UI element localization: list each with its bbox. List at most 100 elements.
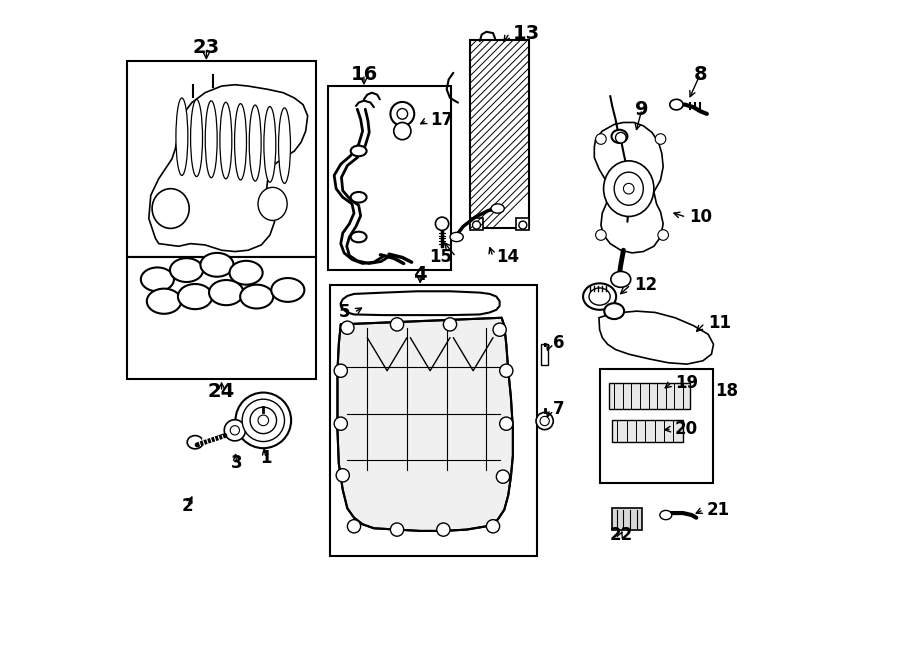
- Ellipse shape: [624, 183, 634, 194]
- Ellipse shape: [616, 132, 626, 143]
- Ellipse shape: [450, 232, 464, 242]
- Ellipse shape: [240, 285, 274, 308]
- Ellipse shape: [604, 303, 624, 319]
- Ellipse shape: [518, 221, 526, 229]
- Text: 14: 14: [496, 248, 519, 266]
- Bar: [612, 508, 642, 530]
- Text: 22: 22: [609, 526, 633, 544]
- Bar: [328, 86, 451, 270]
- Ellipse shape: [230, 261, 263, 285]
- Ellipse shape: [258, 415, 268, 426]
- Ellipse shape: [589, 288, 610, 305]
- Text: 24: 24: [208, 383, 235, 401]
- Polygon shape: [594, 122, 663, 253]
- Ellipse shape: [230, 426, 239, 435]
- Ellipse shape: [393, 122, 411, 140]
- Polygon shape: [148, 85, 308, 252]
- Bar: [329, 285, 537, 556]
- Bar: [612, 420, 683, 442]
- Text: 15: 15: [429, 248, 453, 266]
- Ellipse shape: [351, 192, 366, 203]
- Ellipse shape: [278, 108, 291, 183]
- Ellipse shape: [152, 189, 189, 228]
- Text: 7: 7: [554, 400, 565, 418]
- Ellipse shape: [249, 105, 261, 181]
- Ellipse shape: [540, 416, 549, 426]
- Ellipse shape: [391, 318, 404, 331]
- Ellipse shape: [209, 280, 244, 305]
- Ellipse shape: [205, 101, 217, 177]
- Text: 17: 17: [430, 111, 454, 130]
- Ellipse shape: [655, 134, 666, 144]
- Ellipse shape: [496, 470, 509, 483]
- Text: 8: 8: [693, 65, 707, 83]
- Ellipse shape: [670, 99, 683, 110]
- Text: 18: 18: [715, 381, 738, 400]
- Text: 10: 10: [689, 208, 713, 226]
- Ellipse shape: [351, 146, 366, 156]
- Bar: [599, 369, 714, 483]
- Ellipse shape: [596, 230, 607, 240]
- Ellipse shape: [604, 161, 654, 216]
- Bar: [127, 257, 316, 379]
- Ellipse shape: [334, 417, 347, 430]
- Ellipse shape: [583, 283, 617, 310]
- Ellipse shape: [140, 267, 174, 291]
- Bar: [127, 61, 316, 257]
- Ellipse shape: [236, 393, 291, 448]
- Bar: [542, 344, 548, 365]
- Text: 1: 1: [260, 449, 272, 467]
- Ellipse shape: [258, 187, 287, 220]
- Ellipse shape: [271, 278, 304, 302]
- Text: 21: 21: [706, 500, 730, 519]
- Ellipse shape: [391, 523, 404, 536]
- Polygon shape: [338, 318, 513, 531]
- Ellipse shape: [264, 107, 275, 182]
- Ellipse shape: [436, 217, 449, 230]
- Bar: [470, 40, 529, 228]
- Ellipse shape: [351, 232, 366, 242]
- Ellipse shape: [444, 318, 456, 331]
- Ellipse shape: [611, 130, 627, 143]
- Ellipse shape: [235, 104, 247, 180]
- Ellipse shape: [220, 102, 232, 179]
- Ellipse shape: [493, 323, 507, 336]
- Ellipse shape: [614, 172, 644, 205]
- Text: 6: 6: [554, 334, 565, 352]
- Text: 2: 2: [182, 497, 193, 516]
- Ellipse shape: [224, 420, 246, 441]
- Ellipse shape: [191, 99, 202, 177]
- Ellipse shape: [491, 204, 504, 213]
- Ellipse shape: [178, 284, 212, 309]
- Ellipse shape: [250, 407, 276, 434]
- Ellipse shape: [336, 469, 349, 482]
- Ellipse shape: [347, 520, 361, 533]
- Ellipse shape: [500, 417, 513, 430]
- Ellipse shape: [536, 412, 554, 430]
- Ellipse shape: [397, 109, 408, 119]
- Text: 23: 23: [193, 38, 220, 57]
- Bar: [470, 218, 483, 230]
- Text: 13: 13: [513, 24, 540, 42]
- Ellipse shape: [500, 364, 513, 377]
- Text: 9: 9: [635, 100, 649, 118]
- Text: 4: 4: [413, 265, 427, 284]
- Text: 12: 12: [634, 275, 657, 294]
- Ellipse shape: [334, 364, 347, 377]
- Ellipse shape: [486, 520, 500, 533]
- Ellipse shape: [201, 253, 233, 277]
- Polygon shape: [598, 311, 714, 364]
- Ellipse shape: [176, 98, 188, 175]
- Bar: [517, 218, 529, 230]
- Ellipse shape: [242, 399, 284, 442]
- Bar: [609, 383, 689, 409]
- Ellipse shape: [660, 510, 671, 520]
- Text: 20: 20: [675, 420, 698, 438]
- Text: 16: 16: [350, 65, 378, 83]
- Text: 5: 5: [339, 303, 351, 322]
- Ellipse shape: [341, 321, 354, 334]
- Ellipse shape: [596, 134, 607, 144]
- Text: 11: 11: [708, 314, 731, 332]
- Ellipse shape: [658, 230, 669, 240]
- Ellipse shape: [391, 102, 414, 126]
